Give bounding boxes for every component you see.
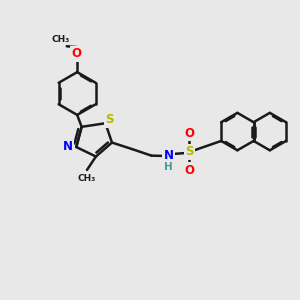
Text: O: O [72,47,82,60]
Text: O: O [184,164,194,177]
Text: S: S [185,145,194,158]
Text: N: N [63,140,73,153]
Text: CH₃: CH₃ [77,174,95,183]
Text: H: H [164,162,173,172]
Text: CH₃: CH₃ [52,35,70,44]
Text: O: O [184,127,194,140]
Text: S: S [106,113,114,126]
Text: N: N [164,148,173,162]
